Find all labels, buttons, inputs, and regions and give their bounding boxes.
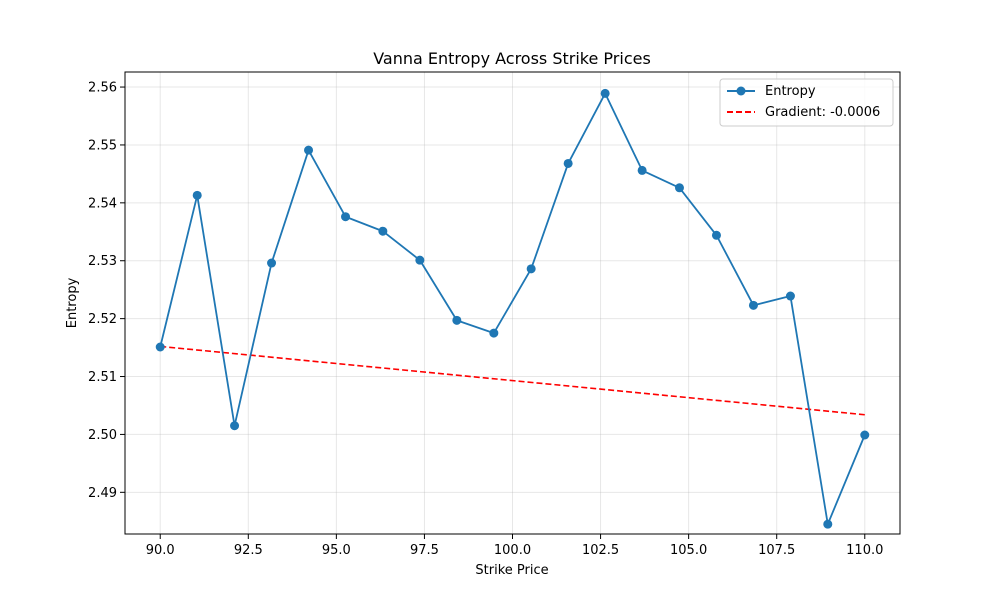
x-tick-label: 102.5 — [582, 543, 619, 558]
entropy-point — [452, 315, 462, 325]
y-tick-label: 2.49 — [88, 486, 117, 501]
entropy-point — [415, 255, 425, 265]
entropy-point — [823, 519, 833, 529]
x-tick-label: 107.5 — [758, 543, 795, 558]
x-tick-label: 100.0 — [494, 543, 531, 558]
x-axis-title: Strike Price — [475, 563, 548, 578]
y-tick-label: 2.51 — [88, 370, 117, 385]
entropy-point — [526, 264, 536, 274]
entropy-point — [341, 212, 351, 222]
x-tick-label: 90.0 — [146, 543, 175, 558]
entropy-point — [489, 328, 499, 338]
y-tick-label: 2.56 — [88, 81, 117, 96]
entropy-point — [748, 300, 758, 310]
entropy-point — [637, 165, 647, 175]
entropy-line — [159, 92, 866, 526]
entropy-point — [192, 190, 202, 200]
y-tick-label: 2.53 — [88, 254, 117, 269]
y-axis-title: Entropy — [65, 277, 80, 328]
legend-entropy-marker — [736, 86, 746, 96]
entropy-point — [155, 342, 165, 352]
legend-box — [719, 78, 894, 127]
y-tick-label: 2.54 — [88, 196, 117, 211]
chart-title: Vanna Entropy Across Strike Prices — [373, 49, 651, 68]
entropy-point — [304, 145, 314, 155]
x-tick-label: 95.0 — [322, 543, 351, 558]
x-tick-label: 110.0 — [846, 543, 883, 558]
y-tick-label: 2.55 — [88, 138, 117, 153]
y-tick-label: 2.52 — [88, 312, 117, 327]
grid-lines — [125, 72, 900, 534]
entropy-point — [674, 183, 684, 193]
legend-entropy-label: Entropy — [765, 84, 816, 99]
entropy-point — [267, 258, 277, 268]
x-axis-ticks: 90.0 92.5 95.0 97.5 100.0 102.5 105.0 107.5 110.… — [146, 534, 883, 558]
legend-gradient-label: Gradient: -0.0006 — [765, 105, 880, 120]
entropy-point — [711, 230, 721, 240]
entropy-point — [785, 291, 795, 301]
x-tick-label: 105.0 — [670, 543, 707, 558]
entropy-point — [860, 430, 870, 440]
gradient-line — [160, 345, 865, 416]
entropy-point — [230, 421, 240, 431]
entropy-point — [600, 88, 610, 98]
entropy-point — [563, 158, 573, 168]
y-tick-label: 2.50 — [88, 428, 117, 443]
entropy-point — [378, 226, 388, 236]
series-layer — [155, 88, 870, 529]
x-tick-label: 92.5 — [234, 543, 263, 558]
y-axis-ticks: 2.49 2.50 2.51 2.52 2.53 2.54 2.55 2.56 — [88, 81, 125, 501]
x-tick-label: 97.5 — [410, 543, 439, 558]
legend: Entropy Gradient: -0.0006 — [719, 78, 894, 127]
